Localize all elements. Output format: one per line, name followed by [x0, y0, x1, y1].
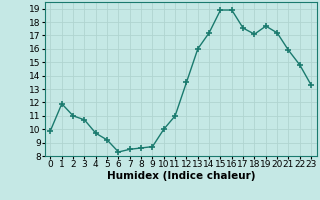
X-axis label: Humidex (Indice chaleur): Humidex (Indice chaleur) [107, 171, 255, 181]
